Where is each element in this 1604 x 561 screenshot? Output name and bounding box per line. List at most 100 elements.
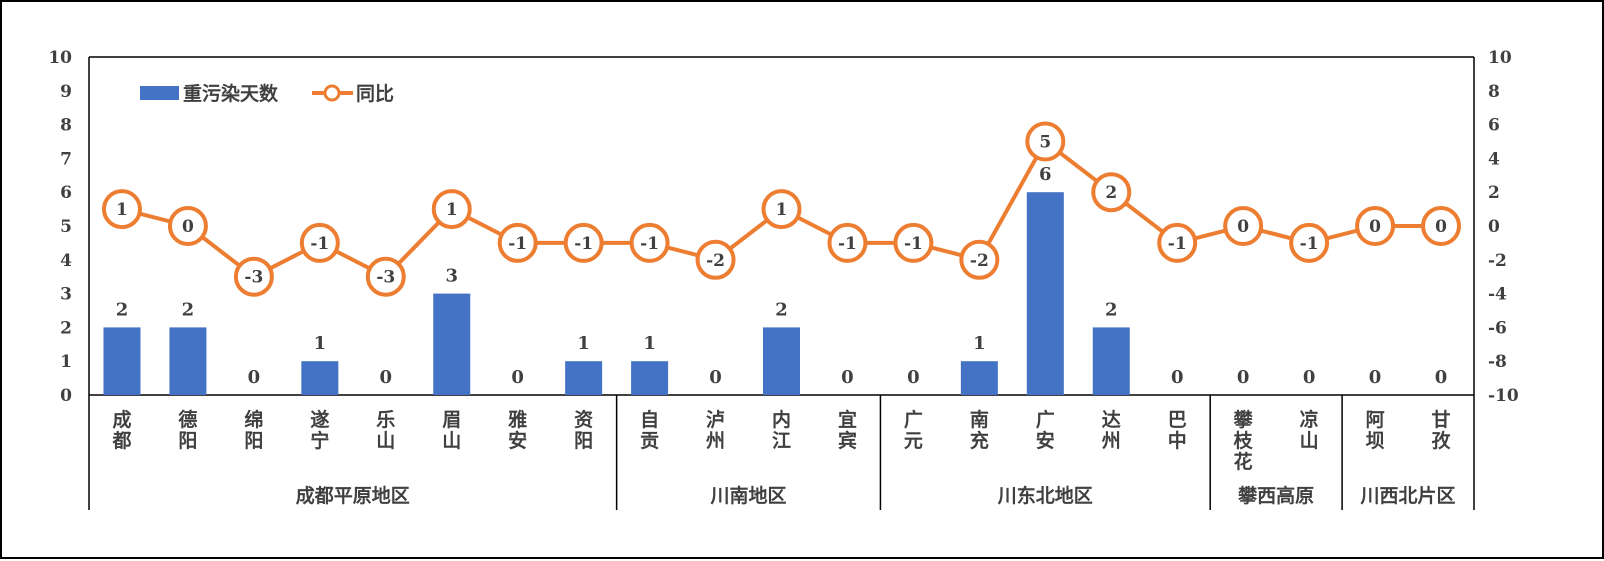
line-marker (1025, 121, 1066, 162)
bar-data-label: 3 (445, 266, 458, 287)
bar-data-label: 0 (709, 367, 722, 388)
legend-swatch-bar (140, 86, 179, 100)
bar (169, 327, 207, 395)
line-marker (563, 222, 604, 263)
line-marker (761, 189, 802, 230)
left-axis-tick-label: 10 (48, 48, 72, 68)
bar-data-label: 2 (775, 299, 788, 320)
category-label: 广安 (1036, 408, 1055, 452)
category-label: 攀枝花 (1234, 408, 1254, 473)
category-label: 宜宾 (838, 408, 857, 452)
category-label: 甘孜 (1432, 409, 1452, 452)
category-label: 达州 (1102, 408, 1121, 452)
legend: 重污染天数 同比 (140, 82, 394, 105)
line-marker (497, 222, 538, 263)
legend-swatch-marker (323, 84, 341, 102)
legend-label-bar: 重污染天数 (183, 82, 279, 105)
line-data-label: -3 (244, 268, 263, 288)
right-axis-tick-label: 10 (1488, 48, 1512, 68)
bar (960, 361, 998, 395)
category-label: 内江 (772, 408, 791, 452)
category-label: 雅安 (508, 409, 527, 452)
line-marker (827, 222, 868, 263)
bar (763, 327, 800, 395)
line-marker (101, 189, 142, 230)
right-axis-tick-label: -2 (1488, 251, 1507, 271)
legend-label-line: 同比 (356, 83, 394, 105)
bar-data-label: 1 (314, 333, 327, 354)
bar-data-label: 0 (380, 367, 393, 388)
bar-data-label: 0 (1435, 367, 1448, 388)
line-data-label: -1 (574, 234, 593, 254)
bar-data-label: 1 (973, 333, 986, 354)
right-axis-tick-label: 4 (1488, 149, 1500, 169)
line-data-label: 1 (446, 200, 458, 220)
category-label: 眉山 (442, 409, 461, 452)
line-data-label: 1 (116, 200, 128, 220)
bar-data-label: 0 (841, 367, 854, 388)
category-label: 绵阳 (244, 408, 263, 452)
line-data-label: -2 (706, 251, 725, 271)
group-label: 成都平原地区 (296, 484, 410, 507)
line-data-label: 0 (182, 217, 194, 237)
line-data-label: 0 (1369, 217, 1381, 237)
bar-data-label: 2 (182, 299, 195, 320)
category-label: 阿坝 (1366, 409, 1385, 452)
bar-data-label: 0 (1171, 367, 1184, 388)
right-axis-tick-label: 0 (1488, 217, 1500, 237)
line-data-label: -1 (640, 234, 659, 254)
line-marker (431, 189, 472, 230)
bar-data-label: 1 (643, 333, 656, 354)
line-data-label: -1 (904, 234, 923, 254)
line-data-label: -1 (838, 234, 857, 254)
line-data-label: 0 (1237, 217, 1249, 237)
group-label: 攀西高原 (1238, 484, 1314, 507)
line-marker (959, 239, 1000, 280)
category-label: 遂宁 (310, 408, 329, 452)
line-marker (1091, 172, 1132, 213)
category-label: 泸州 (706, 409, 725, 452)
line-data-label: -1 (310, 234, 329, 254)
right-axis-tick-label: -4 (1488, 285, 1507, 305)
line-data-label: 2 (1105, 183, 1117, 203)
line-marker (629, 222, 670, 263)
bar-data-label: 1 (577, 333, 590, 354)
group-label: 川西北片区 (1360, 484, 1456, 507)
right-axis-tick-label: -6 (1488, 318, 1507, 338)
line-marker (1223, 206, 1264, 246)
bar-data-label: 0 (1237, 367, 1250, 388)
line-marker (299, 222, 340, 263)
line-marker (1157, 222, 1198, 263)
bar (1092, 327, 1130, 395)
bar (565, 361, 603, 395)
group-label: 川东北地区 (997, 484, 1093, 507)
left-axis-tick-label: 3 (60, 285, 72, 305)
line-data-label: -3 (376, 268, 395, 288)
left-axis-tick-label: 5 (60, 217, 72, 237)
right-axis-tick-label: 8 (1488, 82, 1500, 102)
left-axis-tick-label: 2 (60, 318, 72, 338)
line-data-label: -2 (970, 251, 989, 271)
line-marker (233, 256, 274, 297)
category-label: 资阳 (574, 408, 593, 452)
bar-data-label: 2 (1105, 299, 1118, 320)
line-data-label: -1 (1168, 234, 1187, 254)
left-axis-tick-label: 4 (60, 251, 72, 271)
bar-data-label: 6 (1039, 164, 1052, 185)
category-label: 德阳 (178, 408, 197, 452)
bar (1026, 192, 1064, 395)
bar-data-label: 0 (1303, 367, 1316, 388)
line-series: 1 0 -3 -1 -3 1 -1 -1 -1 -2 1 -1 -1 -2 5 2 -1 0 -1 0 0 (101, 121, 1462, 297)
right-axis-tick-label: -8 (1488, 352, 1507, 372)
category-label: 成都 (111, 408, 131, 452)
bar (631, 361, 669, 395)
bar-series: 2 2 0 1 0 3 0 1 1 0 2 0 0 1 6 2 0 0 0 0 0 (103, 164, 1447, 395)
left-axis-tick-label: 0 (60, 386, 72, 406)
left-axis-tick-label: 8 (60, 116, 72, 136)
bar-data-label: 0 (248, 367, 261, 388)
line-marker (893, 222, 934, 263)
line-data-label: 5 (1039, 133, 1051, 153)
left-axis-tick-label: 6 (60, 183, 72, 203)
